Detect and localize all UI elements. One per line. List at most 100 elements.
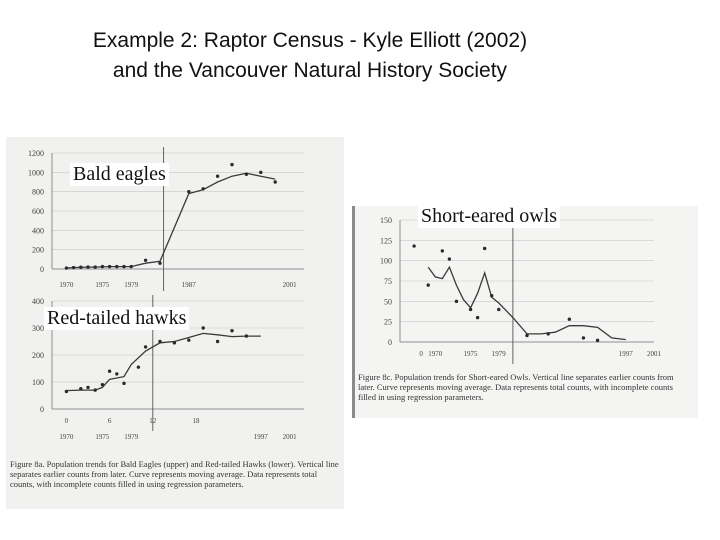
data-point [447,257,452,261]
data-point [122,381,126,386]
short-eared-owls-label: Short-eared owls [418,205,561,228]
data-point [93,265,97,269]
x-tick-label: 1970 [59,433,74,441]
y-tick-label: 200 [32,351,44,360]
data-point [525,333,529,338]
data-point [497,307,501,312]
y-tick-label: 100 [32,378,44,387]
data-point [426,283,430,287]
scanned-figure-8c: 150 125 100 75 50 25 0 1970 1975 1979 1997 2001 0 Fi… [352,206,698,418]
data-point [490,293,494,298]
y-tick-label: 0 [40,405,44,414]
data-point [595,338,600,343]
x-tick-label: 1997 [254,433,269,441]
data-point [215,339,220,344]
x-tick-label: 2001 [647,350,662,358]
y-tick-label: 1200 [28,149,44,158]
data-point [79,387,83,391]
data-point [244,172,249,176]
y-tick-label: 600 [32,207,44,216]
data-point [244,334,249,338]
data-point [107,264,112,269]
y-tick-label: 25 [384,318,392,327]
data-point [158,261,162,265]
data-point [546,332,550,336]
x-tick-label: 1970 [59,281,74,289]
bald-eagles-label: Bald eagles [70,163,169,186]
x-tick-label: 1975 [95,433,110,441]
data-point [86,385,90,390]
figure-8a-caption: Figure 8a. Population trends for Bald Ea… [10,459,339,489]
title-line-1: Example 2: Raptor Census - Kyle Elliott … [92,29,528,52]
data-point [158,339,162,344]
series-line [66,332,261,392]
x-tick-label: 1979 [492,350,507,358]
data-point [187,338,191,342]
data-point [100,264,105,269]
data-point [143,258,148,262]
data-point [440,249,445,253]
data-point [581,336,586,340]
x-tick-label: 1975 [95,281,110,289]
data-point [230,162,234,167]
x-tick-label: 2001 [283,281,298,289]
data-point [93,388,97,392]
data-point [201,326,205,330]
y-tick-label: 125 [380,236,392,245]
series-line [427,265,626,341]
x-tick-label-secondary: 12 [149,417,157,425]
x-tick-label-secondary: 0 [419,350,423,358]
data-point [79,265,83,269]
x-tick-label-secondary: 0 [65,417,69,425]
data-point [259,170,263,175]
data-point [567,317,572,321]
data-point [187,189,191,194]
data-point [273,180,277,184]
data-point [129,264,133,269]
title-line-2: and the Vancouver Natural History Societ… [112,59,508,82]
figure-8c-caption: Figure 8c. Population trends for Short-e… [358,372,674,402]
x-tick-label: 1979 [124,281,139,289]
x-tick-label: 1975 [464,350,479,358]
data-point [475,315,480,320]
y-tick-label: 400 [32,297,44,306]
x-tick-label: 1970 [428,350,443,358]
data-point [100,383,105,387]
x-tick-label: 1997 [619,350,634,358]
y-tick-label: 200 [32,246,44,255]
data-point [86,265,90,269]
y-tick-label: 300 [32,324,44,333]
data-point [230,329,234,333]
y-tick-label: 0 [40,265,44,274]
data-point [115,372,119,376]
y-tick-label: 100 [380,257,392,266]
data-point [136,365,141,369]
red-tailed-hawks-label: Red-tailed hawks [44,307,190,330]
data-point [64,266,69,270]
x-tick-label-secondary: 6 [108,417,112,425]
x-tick-label-secondary: 18 [193,417,201,425]
data-point [71,265,76,270]
series-line [66,172,276,269]
y-tick-label: 150 [380,216,392,225]
x-tick-label: 2001 [283,433,298,441]
data-point [215,174,220,178]
slide-title: Example 2: Raptor Census - Kyle Elliott … [0,26,620,86]
short-eared-owl-chart: 150 125 100 75 50 25 0 1970 1975 1979 1997 2001 0 [380,214,662,364]
bald-eagle-chart: 1200 1000 800 600 400 200 0 1970 1975 1979 1987 200… [28,147,304,291]
data-point [143,345,148,349]
data-point [107,369,112,373]
x-tick-label: 1987 [182,281,197,289]
y-tick-label: 75 [384,277,392,286]
y-tick-label: 50 [384,297,392,306]
data-point [122,264,126,269]
data-point [468,307,473,312]
y-tick-label: 800 [32,188,44,197]
data-point [201,187,205,191]
x-tick-label: 1979 [124,433,139,441]
data-point [482,246,487,251]
red-tailed-hawk-chart: 400 300 200 100 0 1970 1975 1979 1997 2001 0 6 12 18 [32,295,304,441]
y-tick-label: 1000 [28,168,44,177]
data-point [115,264,119,269]
y-tick-label: 0 [388,338,392,347]
